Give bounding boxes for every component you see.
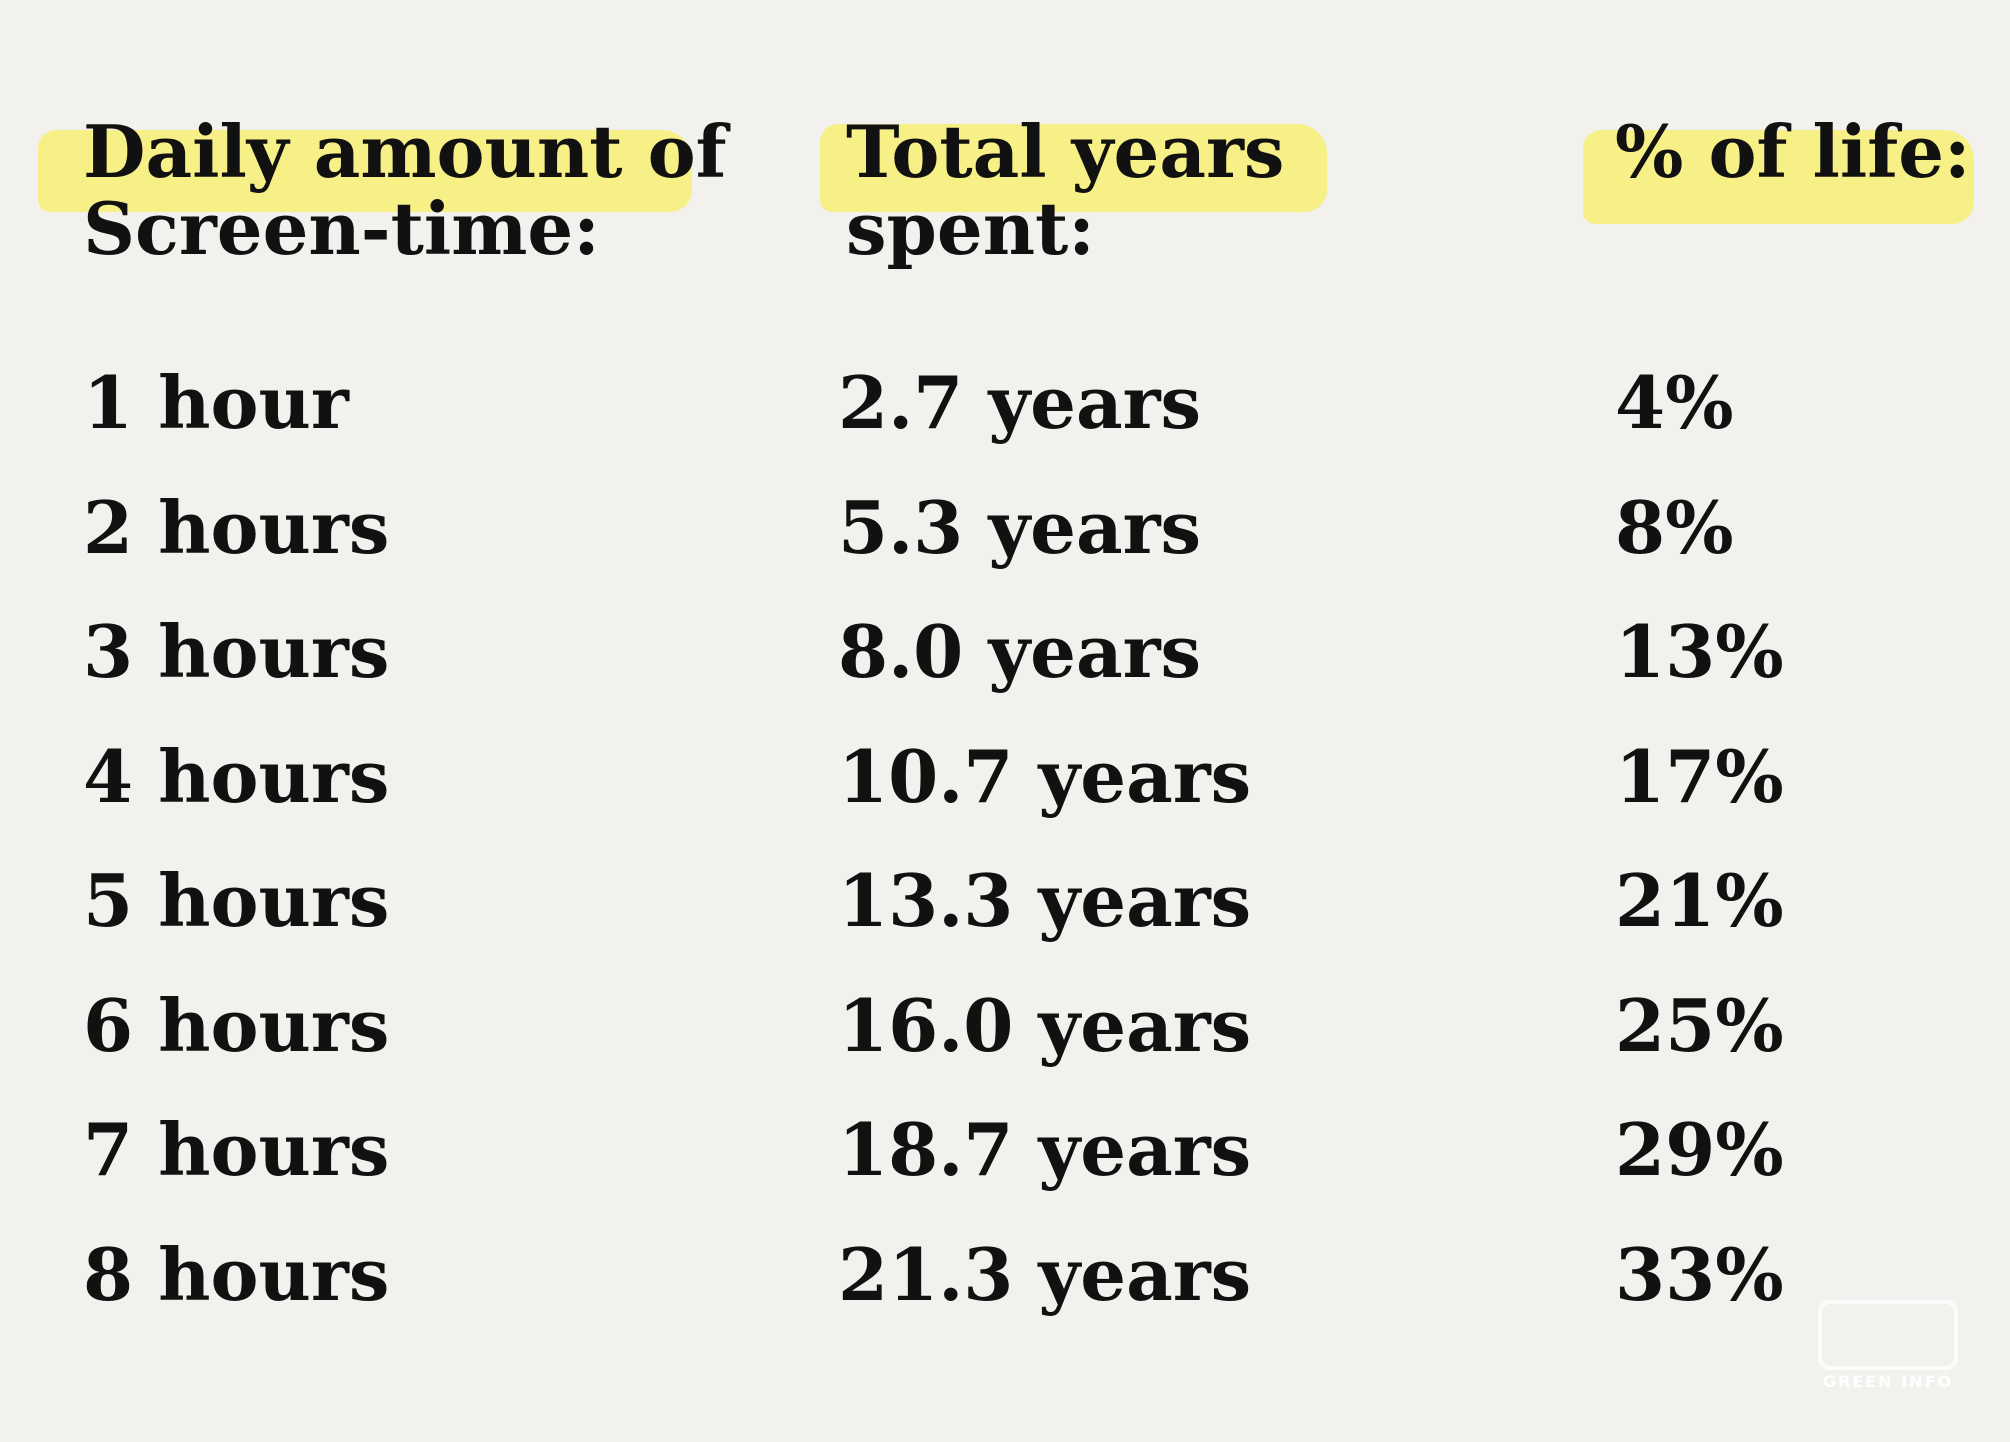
cell-text: 21%	[1615, 858, 1784, 943]
cell-text: 5.3 years	[838, 484, 1202, 570]
cell-text: 17%	[1615, 733, 1784, 819]
watermark: GREEN INFO	[1822, 1372, 1954, 1391]
cell-text: 5 hours	[83, 858, 390, 943]
cell-text: 4 hours	[83, 733, 390, 819]
header-text: Daily amount of	[83, 109, 727, 194]
cell-text: 8 hours	[83, 1231, 390, 1317]
cell-text: 8%	[1615, 484, 1734, 570]
cell-text: 1 hour	[83, 360, 349, 445]
highlight	[820, 124, 1327, 212]
cell-text: 4%	[1615, 360, 1734, 445]
cell-text: 33%	[1615, 1231, 1784, 1317]
cell-text: 2.7 years	[838, 360, 1202, 445]
cell-text: 2 hours	[83, 484, 390, 570]
header-text: Screen-time:	[83, 186, 600, 271]
cell-text: 29%	[1615, 1107, 1784, 1192]
cell-text: 25%	[1615, 982, 1784, 1068]
cell-text: 6 hours	[83, 982, 390, 1068]
highlight	[1583, 130, 1974, 224]
cell-text: 18.7 years	[838, 1107, 1252, 1192]
cell-text: 3 hours	[83, 609, 390, 694]
header-text: Total years	[846, 109, 1285, 194]
highlight	[38, 130, 692, 212]
watermark-logo	[1818, 1300, 1958, 1370]
cell-text: 10.7 years	[838, 733, 1252, 819]
header-text: % of life:	[1615, 109, 1971, 194]
cell-text: 16.0 years	[838, 982, 1252, 1068]
cell-text: 8.0 years	[838, 609, 1202, 694]
cell-text: 13%	[1615, 609, 1784, 694]
cell-text: 7 hours	[83, 1107, 390, 1192]
header-text: spent:	[846, 186, 1095, 271]
cell-text: 21.3 years	[838, 1231, 1252, 1317]
cell-text: 13.3 years	[838, 858, 1252, 943]
